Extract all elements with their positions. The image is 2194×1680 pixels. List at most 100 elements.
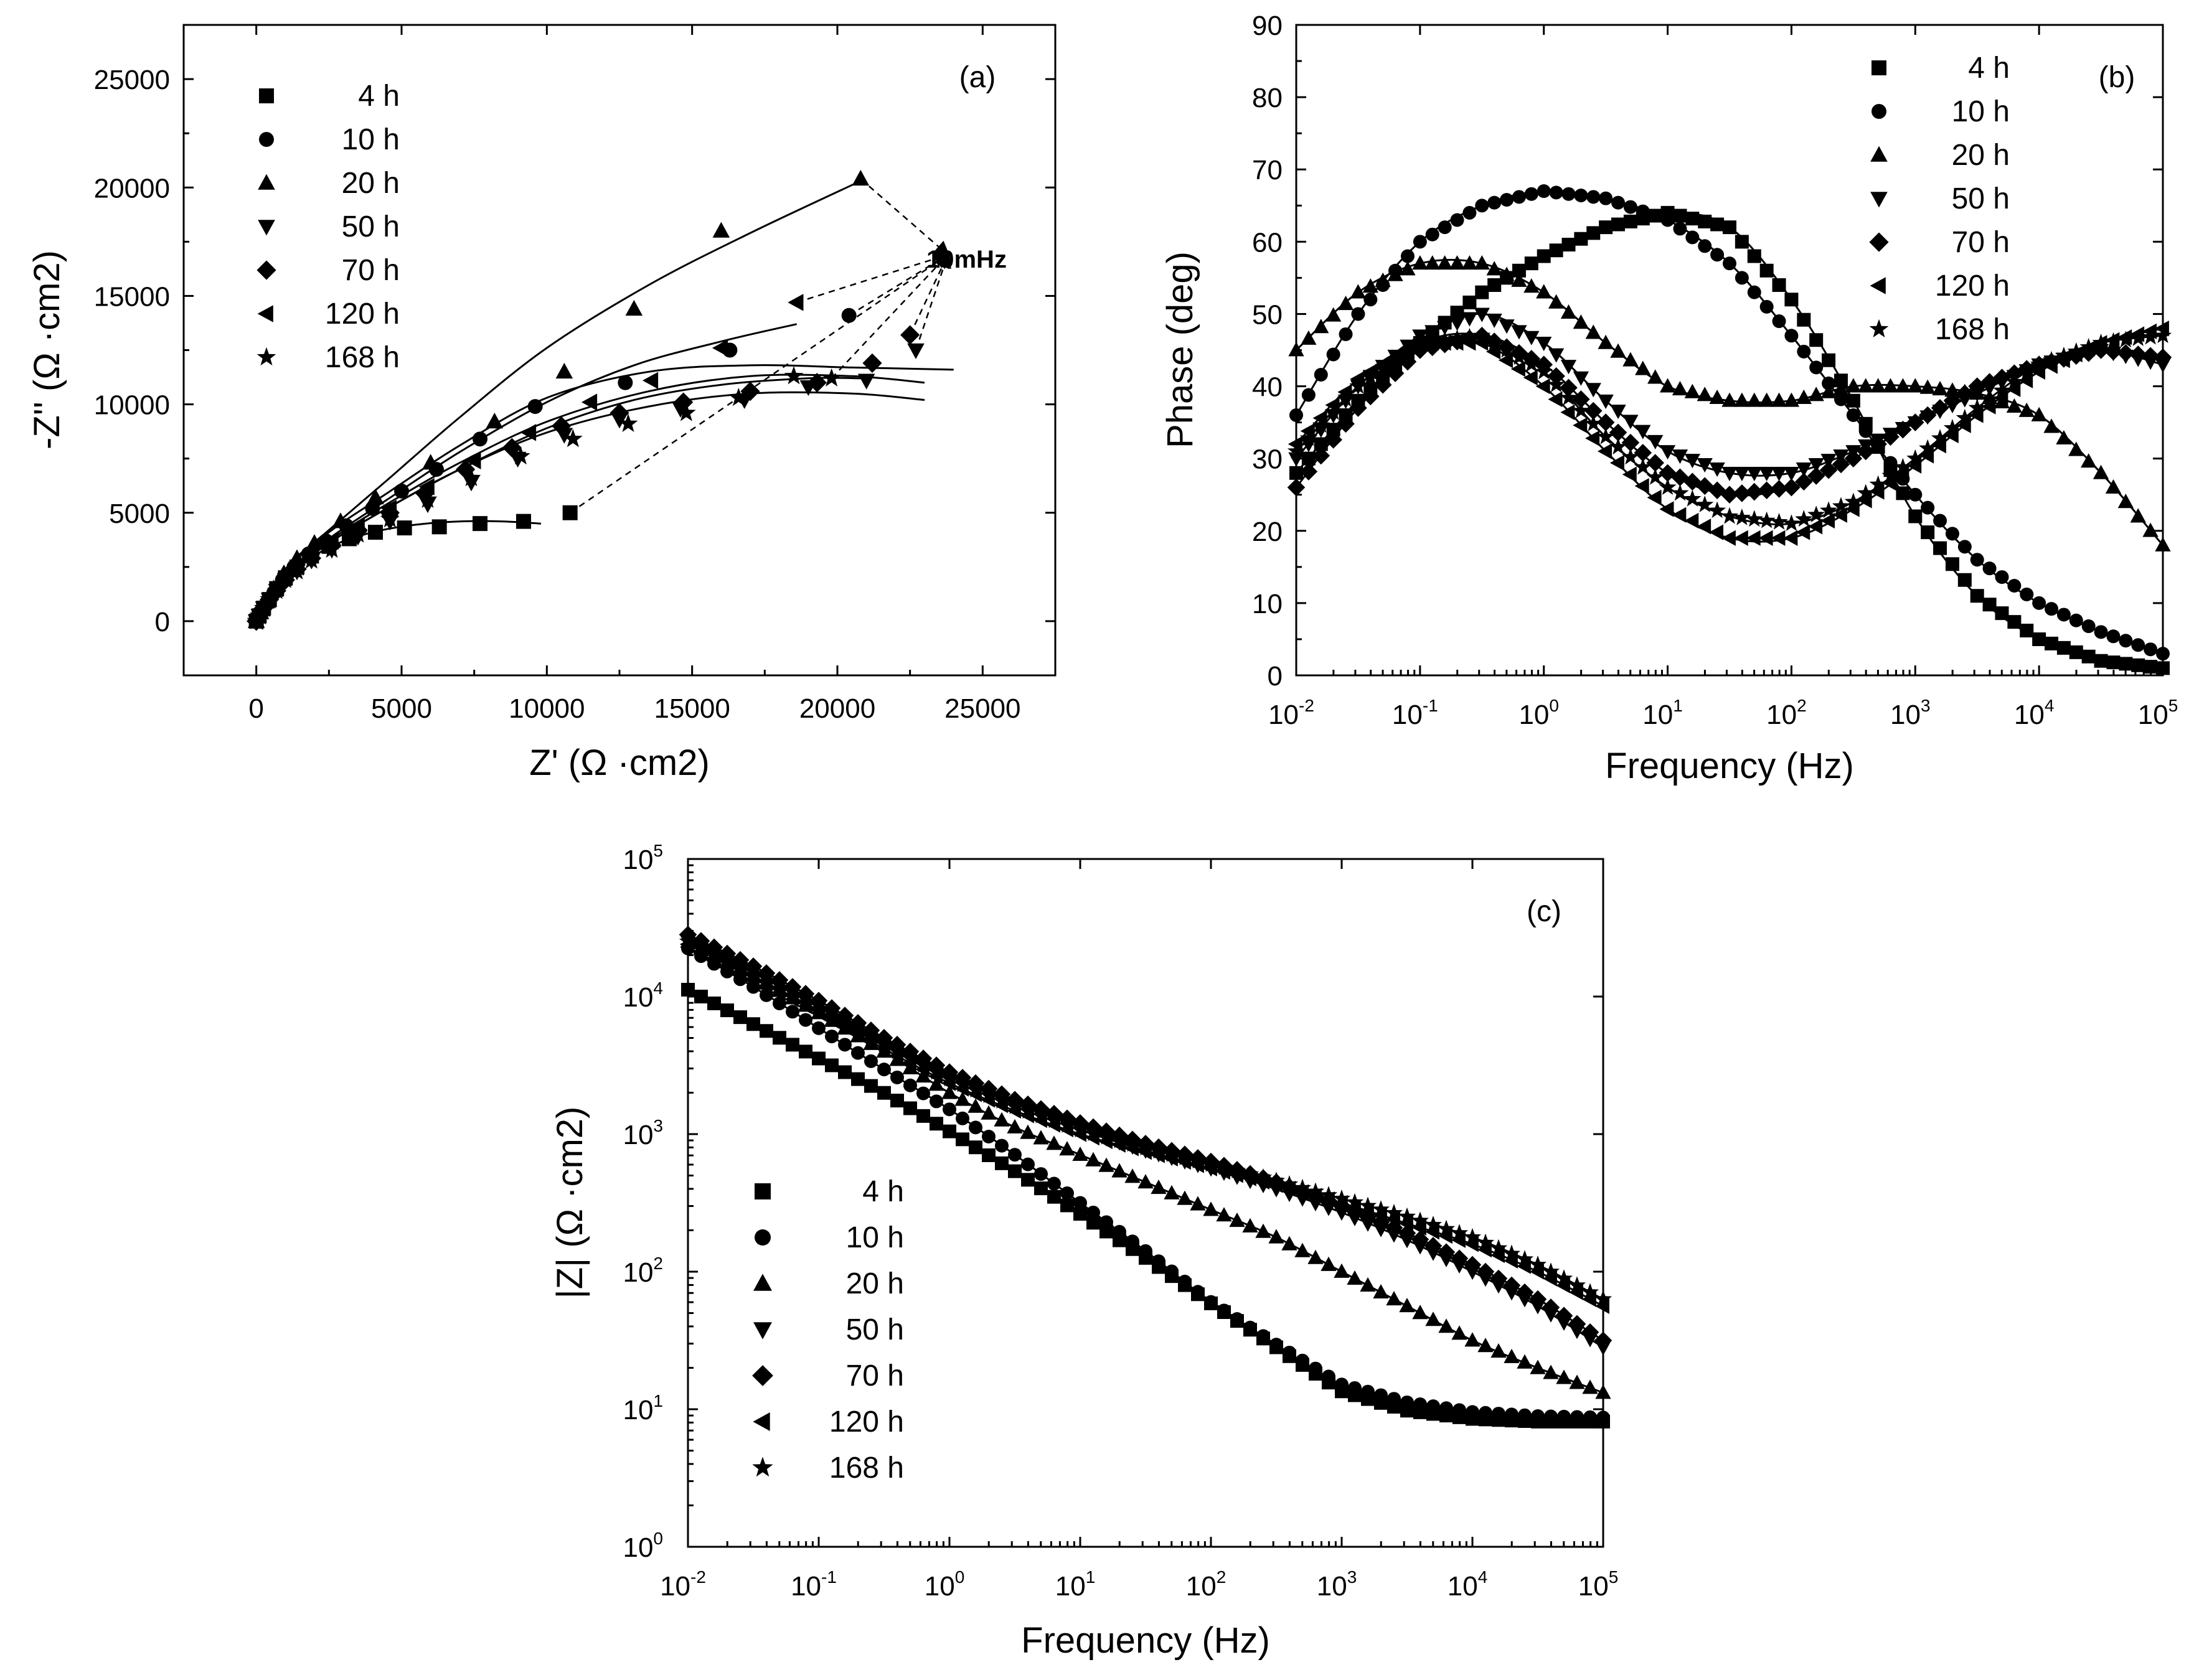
frequency-arrow bbox=[909, 251, 950, 336]
data-point bbox=[486, 413, 504, 429]
data-point bbox=[1684, 383, 1700, 398]
data-point bbox=[1099, 1224, 1113, 1239]
frequency-arrow bbox=[860, 178, 951, 257]
data-point bbox=[838, 1038, 852, 1052]
data-point bbox=[1269, 1338, 1283, 1352]
data-point bbox=[1759, 299, 1774, 314]
data-point bbox=[1202, 1155, 1220, 1172]
data-point bbox=[1648, 209, 1662, 223]
x-tick-label: 104 bbox=[1448, 1567, 1488, 1602]
data-point bbox=[2105, 479, 2122, 494]
data-points bbox=[247, 169, 925, 631]
data-point bbox=[1137, 1174, 1154, 1189]
legend-label: 10 h bbox=[342, 123, 400, 156]
legend-label: 120 h bbox=[1935, 270, 2010, 303]
data-point bbox=[753, 1322, 772, 1340]
data-point bbox=[1450, 213, 1464, 227]
data-point bbox=[1351, 307, 1365, 321]
data-point bbox=[1685, 230, 1700, 245]
data-point bbox=[1424, 1237, 1443, 1255]
data-point bbox=[1005, 1097, 1024, 1114]
data-point bbox=[1162, 1145, 1181, 1162]
data-point bbox=[1660, 213, 1675, 227]
data-point bbox=[1621, 433, 1640, 452]
y-tick-label: 105 bbox=[623, 841, 663, 875]
legend-label: 70 h bbox=[1952, 226, 2010, 259]
data-point bbox=[1560, 378, 1578, 397]
data-point bbox=[1424, 1216, 1443, 1232]
data-point bbox=[2042, 350, 2061, 368]
data-point bbox=[1242, 1218, 1258, 1232]
data-point bbox=[1683, 472, 1702, 491]
data-point bbox=[1387, 1392, 1401, 1406]
data-point bbox=[1685, 212, 1700, 226]
data-point bbox=[1363, 293, 1378, 307]
data-point bbox=[1745, 482, 1764, 501]
data-point bbox=[1659, 501, 1674, 517]
x-tick-label: 100 bbox=[925, 1567, 965, 1602]
y-tick-label: 70 bbox=[1252, 155, 1283, 185]
data-point bbox=[720, 1003, 734, 1018]
data-point bbox=[1807, 505, 1825, 523]
data-point bbox=[1301, 388, 1316, 402]
data-point bbox=[1834, 392, 1848, 406]
legend-label: 4 h bbox=[358, 80, 400, 113]
data-point bbox=[760, 1024, 773, 1038]
x-axis-title: Frequency (Hz) bbox=[1021, 1620, 1270, 1661]
data-point bbox=[1957, 540, 1972, 554]
data-point bbox=[1497, 340, 1516, 358]
data-point bbox=[2043, 418, 2060, 433]
x-tick-label: 103 bbox=[1317, 1567, 1357, 1602]
data-point bbox=[1783, 530, 1798, 547]
data-point bbox=[1073, 1207, 1087, 1221]
data-point bbox=[1524, 256, 1538, 271]
data-point bbox=[1572, 401, 1590, 418]
data-point bbox=[1599, 191, 1613, 205]
data-point bbox=[473, 516, 487, 532]
y-tick-label: 50 bbox=[1252, 299, 1283, 330]
data-point bbox=[1697, 387, 1713, 401]
data-point bbox=[1537, 184, 1551, 199]
data-point bbox=[1542, 1262, 1560, 1279]
data-point bbox=[1486, 261, 1502, 276]
data-point bbox=[1894, 420, 1912, 439]
data-point bbox=[1110, 1131, 1129, 1148]
fit-line bbox=[255, 180, 861, 622]
data-point bbox=[1337, 384, 1352, 400]
data-point bbox=[2068, 441, 2084, 456]
x-tick-label: 10-2 bbox=[1268, 696, 1314, 730]
data-point bbox=[1970, 553, 1984, 567]
data-point bbox=[1047, 1190, 1061, 1204]
data-point bbox=[1995, 606, 2009, 621]
data-point bbox=[1783, 466, 1800, 482]
data-point bbox=[1229, 1213, 1245, 1227]
data-point bbox=[1518, 1408, 1532, 1422]
data-point bbox=[1438, 220, 1452, 235]
data-point bbox=[1461, 312, 1478, 327]
data-point bbox=[1313, 319, 1329, 334]
data-point bbox=[1498, 352, 1513, 368]
data-point bbox=[2106, 629, 2121, 644]
data-point bbox=[783, 987, 802, 1004]
data-point bbox=[1510, 348, 1528, 365]
data-point bbox=[1957, 573, 1972, 587]
data-point bbox=[1325, 307, 1342, 322]
data-point bbox=[1326, 347, 1340, 362]
data-point bbox=[2007, 615, 2022, 629]
y-tick-label: 25000 bbox=[94, 65, 170, 95]
data-point bbox=[1332, 1190, 1351, 1206]
legend-label: 50 h bbox=[342, 210, 400, 243]
data-point bbox=[1350, 371, 1365, 387]
data-point bbox=[1524, 187, 1538, 201]
data-point bbox=[1832, 497, 1850, 514]
nyquist-plot-panel: 0 5000 10000 15000 20000 25000 0 5000 10… bbox=[27, 24, 1057, 783]
data-point bbox=[1921, 525, 1935, 540]
data-point bbox=[368, 525, 383, 540]
data-point bbox=[1473, 326, 1491, 344]
frequency-arrows bbox=[569, 178, 951, 514]
data-point bbox=[890, 1070, 904, 1084]
data-point bbox=[1288, 436, 1302, 453]
data-point bbox=[1698, 239, 1712, 253]
legend-label: 20 h bbox=[846, 1267, 904, 1300]
fit-line bbox=[255, 364, 954, 622]
